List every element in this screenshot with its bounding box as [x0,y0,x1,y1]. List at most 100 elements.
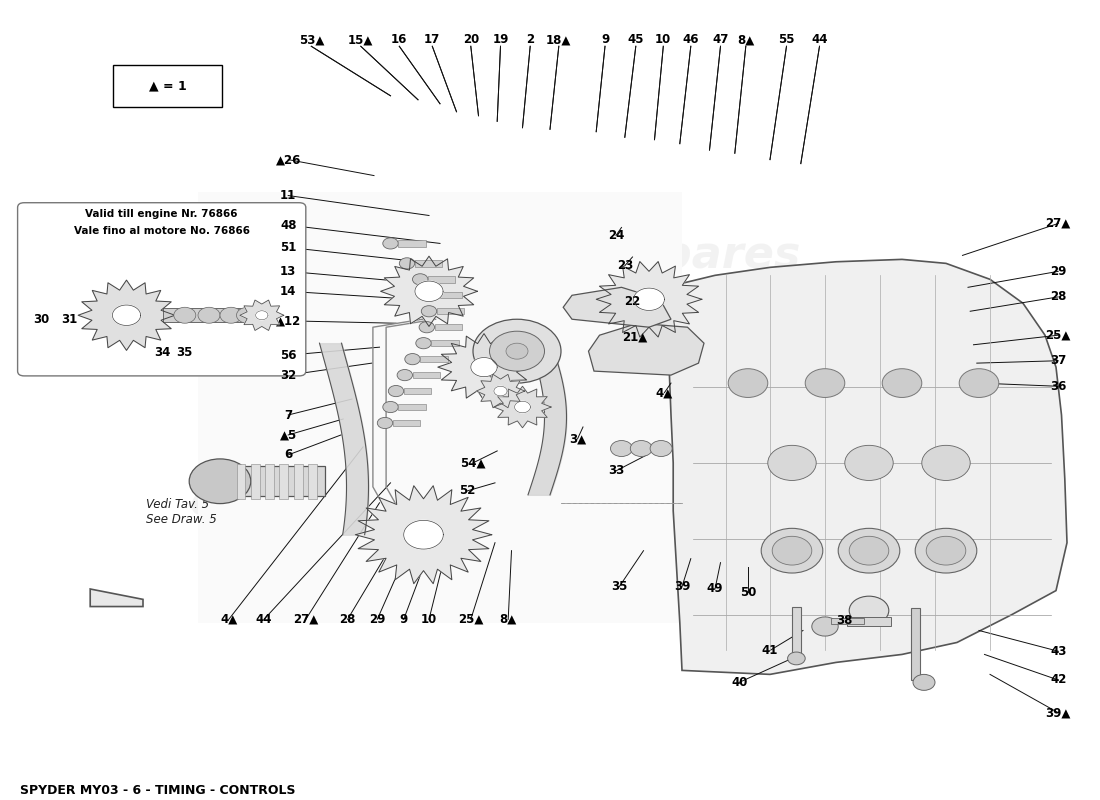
Text: 24: 24 [608,229,624,242]
Text: Vale fino al motore No. 76866: Vale fino al motore No. 76866 [74,226,250,237]
Bar [911,608,920,680]
Bar [434,292,462,298]
Bar [265,464,274,499]
Text: Valid till engine Nr. 76866: Valid till engine Nr. 76866 [86,209,238,219]
Circle shape [915,528,977,573]
Circle shape [728,369,768,398]
Bar [437,308,464,314]
Circle shape [845,446,893,481]
Polygon shape [404,520,443,549]
Text: 28: 28 [340,613,355,626]
Polygon shape [78,280,175,350]
Text: 22: 22 [625,295,640,308]
Text: ▲5: ▲5 [279,429,297,442]
Bar [431,340,459,346]
Text: 55: 55 [779,34,794,46]
Polygon shape [476,374,525,408]
Circle shape [220,307,242,323]
Bar [308,464,317,499]
Text: ▲ = 1: ▲ = 1 [148,80,187,93]
Text: 43: 43 [1050,645,1066,658]
Bar [251,464,260,499]
Circle shape [838,528,900,573]
Circle shape [506,343,528,359]
Circle shape [473,319,561,383]
Text: 9: 9 [399,613,408,626]
Text: 34: 34 [155,346,170,359]
FancyBboxPatch shape [18,202,306,376]
Text: 48: 48 [279,218,296,231]
Text: 19: 19 [493,34,508,46]
Text: 50: 50 [740,586,756,598]
Polygon shape [494,386,507,396]
Polygon shape [355,486,492,584]
Circle shape [882,369,922,398]
Text: 29: 29 [1050,265,1066,278]
Polygon shape [596,262,702,337]
Circle shape [383,402,398,413]
Circle shape [812,617,838,636]
Text: 27▲: 27▲ [1046,217,1070,230]
Text: 23: 23 [617,259,632,272]
Circle shape [913,674,935,690]
Polygon shape [471,358,497,377]
Bar [279,464,288,499]
Text: 21▲: 21▲ [623,330,647,343]
Bar [792,606,801,658]
Polygon shape [198,191,682,622]
Circle shape [174,307,196,323]
Polygon shape [90,589,143,606]
Text: 8▲: 8▲ [499,613,517,626]
Text: 28: 28 [1050,290,1066,303]
Circle shape [399,258,415,269]
Text: 37: 37 [1050,354,1066,367]
Text: 56: 56 [279,349,296,362]
Circle shape [377,418,393,429]
Text: 9: 9 [601,34,609,46]
Text: 16: 16 [392,34,407,46]
Circle shape [926,536,966,565]
Text: eurospares: eurospares [189,482,471,524]
Text: 2: 2 [526,34,535,46]
Text: SPYDER MY03 - 6 - TIMING - CONTROLS: SPYDER MY03 - 6 - TIMING - CONTROLS [20,784,295,797]
Text: 11: 11 [280,189,296,202]
Text: 40: 40 [732,676,747,689]
Circle shape [805,369,845,398]
Text: 33: 33 [608,464,624,478]
Circle shape [959,369,999,398]
Bar [220,466,324,497]
Bar [412,372,440,378]
Polygon shape [588,323,704,375]
Polygon shape [669,259,1067,674]
Text: 39▲: 39▲ [1045,706,1071,719]
Circle shape [772,536,812,565]
Circle shape [419,290,435,301]
Text: 25▲: 25▲ [1045,329,1071,342]
Polygon shape [240,300,284,330]
Circle shape [922,446,970,481]
Circle shape [412,274,428,285]
Circle shape [849,536,889,565]
Text: 3▲: 3▲ [569,433,586,446]
Circle shape [388,386,404,397]
Polygon shape [415,281,443,302]
Text: 52: 52 [460,484,475,498]
Text: 32: 32 [280,369,296,382]
Text: 41: 41 [762,644,778,657]
FancyBboxPatch shape [113,66,222,107]
Bar [236,464,245,499]
Bar [434,324,462,330]
Circle shape [416,338,431,349]
Circle shape [189,459,251,503]
Text: 15▲: 15▲ [348,34,374,46]
Bar [428,276,455,282]
Text: 17: 17 [425,34,440,46]
Polygon shape [112,305,141,326]
Polygon shape [494,386,551,428]
Circle shape [419,322,435,333]
Text: 46: 46 [682,34,700,46]
Text: 39: 39 [674,580,690,593]
Text: 10: 10 [656,34,671,46]
Bar [420,356,448,362]
Circle shape [236,307,258,323]
